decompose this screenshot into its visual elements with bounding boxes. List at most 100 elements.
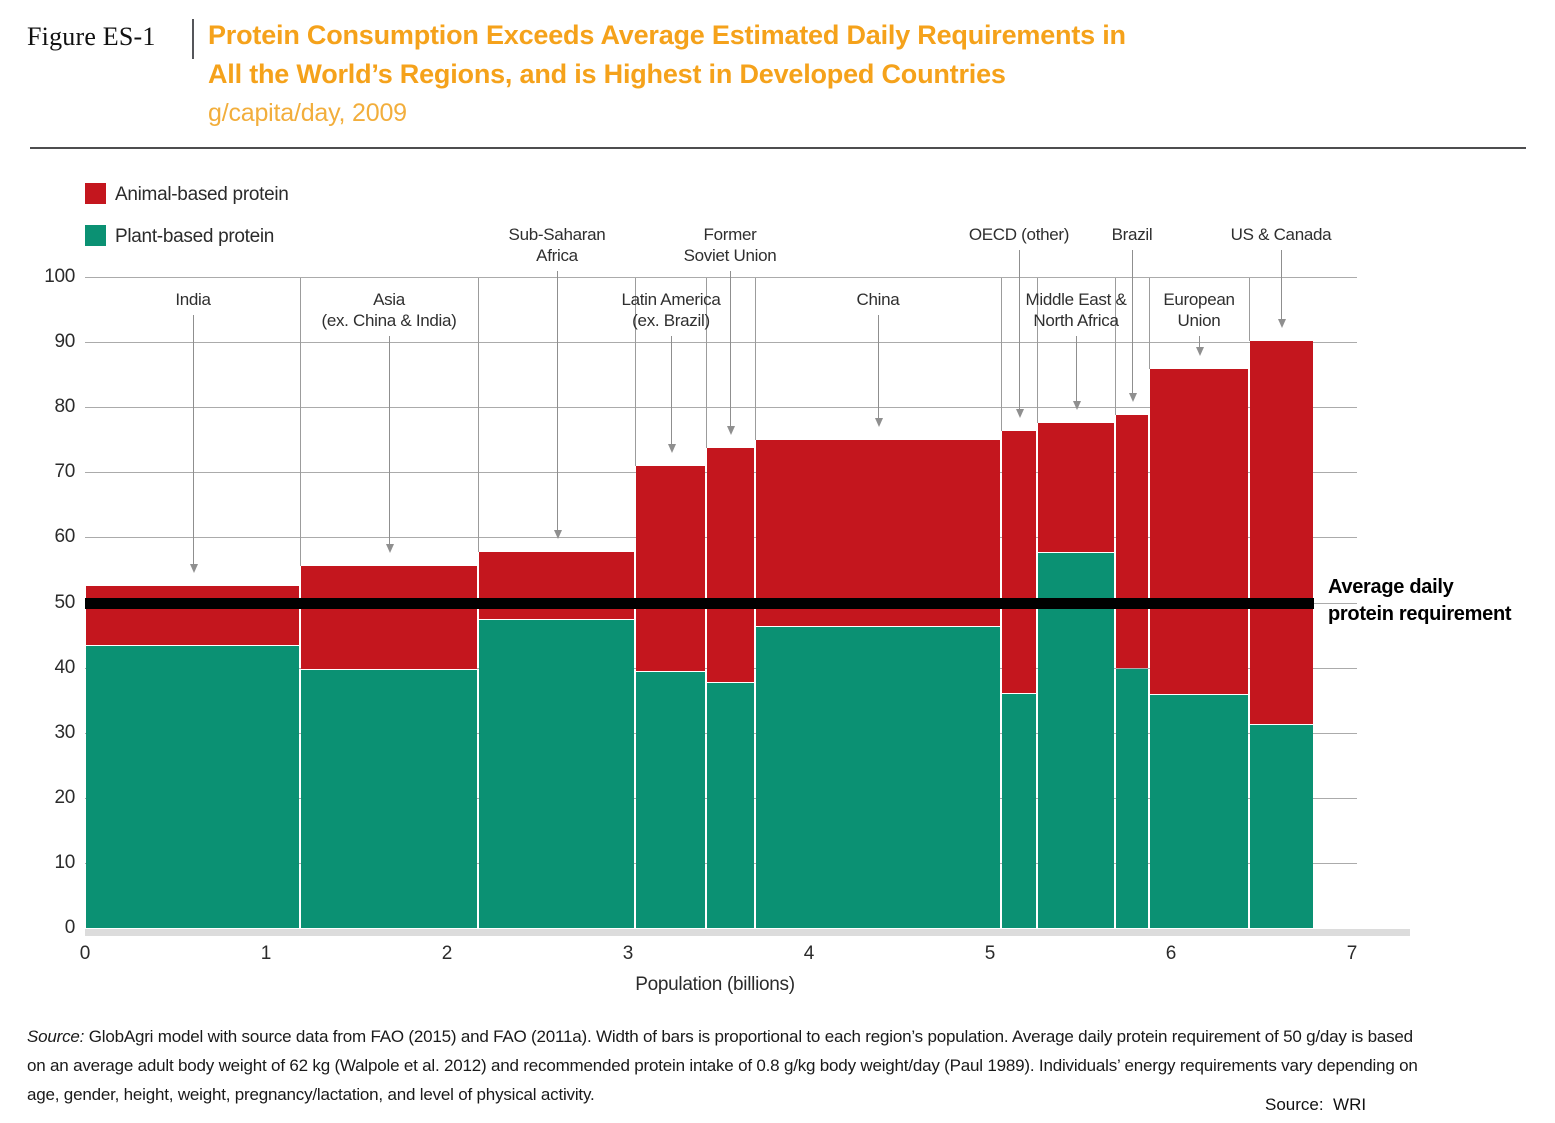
x-axis-baseline xyxy=(85,929,1410,936)
bar-boundary-line xyxy=(1037,278,1038,423)
figure-number-label: Figure ES-1 xyxy=(27,22,156,51)
source-note-line1: Source: GlobAgri model with source data … xyxy=(27,1027,1413,1046)
bar-plant-latin-america-ex-brazil- xyxy=(636,672,705,928)
figure-title-line2: All the World’s Regions, and is Highest … xyxy=(208,59,1006,89)
bar-plant-brazil xyxy=(1116,669,1148,928)
bar-boundary-line xyxy=(478,278,479,552)
region-arrow-head-icon xyxy=(1073,401,1081,410)
bar-plant-asia-ex-china-india- xyxy=(301,670,477,928)
region-arrow xyxy=(671,336,672,444)
region-arrow-head-icon xyxy=(1129,393,1137,402)
source-note: Source: GlobAgri model with source data … xyxy=(27,1022,1418,1109)
y-tick-label-80: 80 xyxy=(54,396,75,417)
region-label-brazil: Brazil xyxy=(1111,225,1153,244)
bar-animal-china xyxy=(756,440,1000,626)
region-arrow xyxy=(1199,336,1200,347)
source-note-line2: on an average adult body weight of 62 kg… xyxy=(27,1056,1418,1075)
reference-line-label-line1: Average daily xyxy=(1328,576,1454,598)
bar-animal-middle-east-north-africa xyxy=(1038,423,1114,552)
reference-line-label: Average daily protein requirement xyxy=(1328,574,1512,628)
bar-boundary-line xyxy=(1149,278,1150,369)
bar-plant-european-union xyxy=(1150,695,1248,928)
y-tick-label-40: 40 xyxy=(54,657,75,678)
bar-animal-european-union xyxy=(1150,369,1248,694)
region-arrow-head-icon xyxy=(1016,409,1024,418)
bar-animal-oecd-other- xyxy=(1002,431,1036,693)
bar-plant-india xyxy=(86,646,299,928)
region-label-us-canada: US & Canada xyxy=(1230,225,1332,244)
bar-boundary-line xyxy=(1249,278,1250,341)
y-tick-label-20: 20 xyxy=(54,787,75,808)
x-tick-label-0: 0 xyxy=(79,943,91,964)
bar-boundary-line xyxy=(755,278,756,440)
legend-label-animal: Animal-based protein xyxy=(115,184,289,205)
bar-animal-us-canada xyxy=(1250,341,1313,724)
title-divider xyxy=(192,19,194,59)
x-tick-label-4: 4 xyxy=(803,943,815,964)
x-tick-label-5: 5 xyxy=(984,943,996,964)
header-rule xyxy=(30,147,1526,149)
region-arrow-head-icon xyxy=(1278,319,1286,328)
region-label-oecd-other-: OECD (other) xyxy=(968,225,1070,244)
region-arrow xyxy=(389,336,390,544)
source-note-line3: age, gender, height, weight, pregnancy/l… xyxy=(27,1085,595,1104)
x-tick-label-7: 7 xyxy=(1346,943,1358,964)
y-tick-label-70: 70 xyxy=(54,461,75,482)
x-tick-label-3: 3 xyxy=(622,943,634,964)
bar-plant-middle-east-north-africa xyxy=(1038,553,1114,928)
bar-animal-brazil xyxy=(1116,415,1148,668)
y-tick-label-10: 10 xyxy=(54,852,75,873)
legend-label-plant: Plant-based protein xyxy=(115,226,275,247)
bar-plant-china xyxy=(756,627,1000,928)
figure-title-line1: Protein Consumption Exceeds Average Esti… xyxy=(208,20,1126,50)
reference-line-label-line2: protein requirement xyxy=(1328,603,1512,625)
region-label-former-soviet-union: Former Soviet Union xyxy=(683,225,777,265)
region-label-india: India xyxy=(175,290,211,309)
region-arrow-head-icon xyxy=(875,418,883,427)
region-arrow xyxy=(193,315,194,564)
figure-subtitle: g/capita/day, 2009 xyxy=(208,99,407,127)
region-arrow-head-icon xyxy=(727,426,735,435)
legend-swatch-plant-icon xyxy=(85,225,106,246)
y-tick-label-60: 60 xyxy=(54,526,75,547)
region-arrow xyxy=(1076,336,1077,401)
x-axis-title: Population (billions) xyxy=(635,974,795,995)
region-arrow-head-icon xyxy=(1196,347,1204,356)
bar-animal-india xyxy=(86,586,299,645)
region-arrow xyxy=(1019,250,1020,409)
average-requirement-line xyxy=(85,598,1314,609)
x-tick-label-6: 6 xyxy=(1165,943,1177,964)
bar-boundary-line xyxy=(706,278,707,448)
y-tick-label-90: 90 xyxy=(54,331,75,352)
region-arrow-head-icon xyxy=(668,444,676,453)
bar-boundary-line xyxy=(635,278,636,466)
bar-boundary-line xyxy=(300,278,301,566)
region-arrow xyxy=(1132,250,1133,393)
bar-plant-sub-saharan-africa xyxy=(479,620,634,928)
y-tick-label-50: 50 xyxy=(54,592,75,613)
bar-animal-former-soviet-union xyxy=(707,448,754,682)
y-tick-label-100: 100 xyxy=(44,266,75,287)
gridline-80 xyxy=(85,407,1357,408)
region-arrow-head-icon xyxy=(554,530,562,539)
bar-boundary-line xyxy=(1001,278,1002,431)
region-label-china: China xyxy=(856,290,900,309)
region-arrow-head-icon xyxy=(386,544,394,553)
gridline-100 xyxy=(85,277,1357,278)
region-arrow xyxy=(557,271,558,530)
bar-animal-latin-america-ex-brazil- xyxy=(636,466,705,671)
region-label-asia-ex-china-india-: Asia (ex. China & India) xyxy=(321,290,457,330)
gridline-90 xyxy=(85,342,1357,343)
region-label-sub-saharan-africa: Sub-Saharan Africa xyxy=(508,225,606,265)
y-tick-label-30: 30 xyxy=(54,722,75,743)
region-label-latin-america-ex-brazil-: Latin America (ex. Brazil) xyxy=(621,290,721,330)
region-label-middle-east-north-africa: Middle East & North Africa xyxy=(1025,290,1127,330)
credit-source-wri: Source: WRI xyxy=(1265,1095,1367,1114)
x-tick-label-1: 1 xyxy=(260,943,272,964)
bar-boundary-line xyxy=(1115,278,1116,415)
bar-plant-us-canada xyxy=(1250,725,1313,928)
region-arrow xyxy=(1281,250,1282,319)
region-arrow-head-icon xyxy=(190,564,198,573)
legend-swatch-animal-icon xyxy=(85,183,106,204)
